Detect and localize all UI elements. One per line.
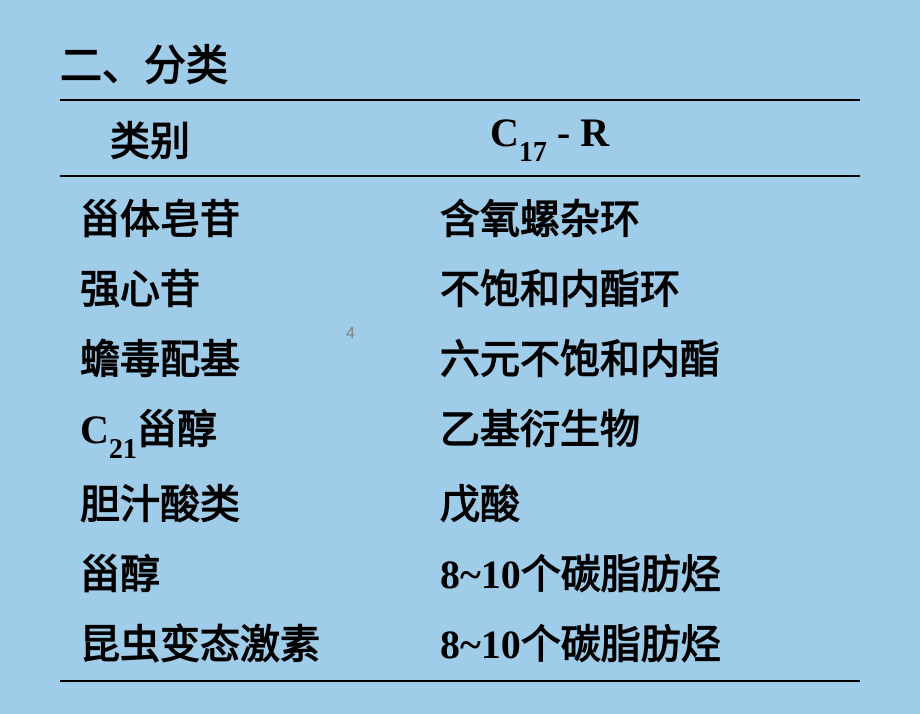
header-c17r-sub: 17 [519,137,547,168]
cell-category-sub: 21 [109,434,137,465]
cell-c17r: 六元不饱和内酯 [440,327,860,385]
classification-table: 类别 C17 - R 甾体皂苷 含氧螺杂环 强心苷 不饱和内酯环 蟾毒配基 六元… [60,99,860,682]
page-number: 4 [346,325,355,343]
cell-category: 强心苷 [60,257,440,315]
cell-c17r-suffix: 个碳脂肪烃 [521,552,721,597]
cell-c17r: 不饱和内酯环 [440,257,860,315]
table-body: 甾体皂苷 含氧螺杂环 强心苷 不饱和内酯环 蟾毒配基 六元不饱和内酯 C21甾醇… [60,177,860,680]
header-c17r: C17 - R [440,109,860,167]
table-row: 蟾毒配基 六元不饱和内酯 [60,321,860,391]
cell-category-suffix: 甾醇 [137,407,217,452]
cell-category: 胆汁酸类 [60,472,440,530]
section-title: 二、分类 [60,32,860,93]
table-header-row: 类别 C17 - R [60,101,860,177]
cell-c17r: 戊酸 [440,472,860,530]
cell-category: 甾体皂苷 [60,187,440,245]
cell-c17r: 8~10个碳脂肪烃 [440,612,860,670]
table-row: 胆汁酸类 戊酸 [60,466,860,536]
cell-c17r-prefix: 8~10 [440,622,521,667]
cell-category-prefix: C [80,407,109,452]
cell-c17r-suffix: 个碳脂肪烃 [521,622,721,667]
header-c17r-suffix: - R [547,110,609,155]
header-category: 类别 [60,109,440,167]
table-row: 强心苷 不饱和内酯环 [60,251,860,321]
cell-c17r: 乙基衍生物 [440,397,860,460]
cell-c17r: 8~10个碳脂肪烃 [440,542,860,600]
cell-c17r: 含氧螺杂环 [440,187,860,245]
cell-category: 甾醇 [60,542,440,600]
cell-category: 蟾毒配基 [60,327,440,385]
table-row: C21甾醇 乙基衍生物 [60,391,860,466]
header-c17r-prefix: C [490,110,519,155]
cell-category: C21甾醇 [60,397,440,460]
table-row: 甾醇 8~10个碳脂肪烃 [60,536,860,606]
table-row: 甾体皂苷 含氧螺杂环 [60,181,860,251]
cell-c17r-prefix: 8~10 [440,552,521,597]
cell-category: 昆虫变态激素 [60,612,440,670]
table-row: 昆虫变态激素 8~10个碳脂肪烃 [60,606,860,676]
